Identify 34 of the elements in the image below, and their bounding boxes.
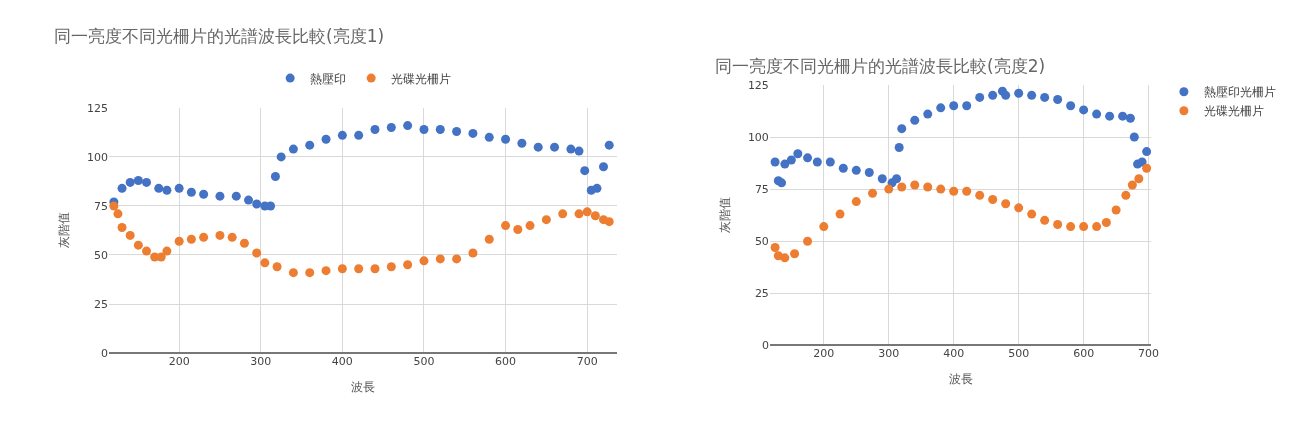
y-tick-label: 50 [93,248,108,262]
y-tick-label: 25 [93,297,108,311]
y-tick-label: 75 [754,182,769,196]
y-tick-label: 75 [93,199,108,213]
x-tick-label: 200 [813,347,835,361]
x-tick-label: 700 [576,355,598,369]
y-tick-label: 25 [754,287,769,301]
legend-label: 光碟光柵片 [1203,104,1264,119]
chart-title: 同一亮度不同光柵片的光譜波長比較(亮度2) [715,56,1046,76]
y-tick-label: 125 [747,78,769,92]
x-tick-label: 500 [1008,347,1030,361]
x-tick-label: 600 [495,355,517,369]
x-tick-label: 200 [168,355,190,369]
x-tick-label: 400 [943,347,965,361]
y-tick-label: 125 [86,101,108,115]
y-axis-title: 灰階值 [57,212,72,249]
legend-label: 熱壓印 [310,71,347,86]
x-axis-title: 波長 [948,372,973,387]
x-tick-label: 700 [1138,347,1160,361]
y-tick-label: 100 [86,150,108,164]
chart-title: 同一亮度不同光柵片的光譜波長比較(亮度1) [54,26,385,46]
x-tick-label: 500 [413,355,435,369]
x-axis-title: 波長 [351,379,376,394]
x-tick-label: 600 [1073,347,1095,361]
y-tick-label: 100 [747,130,769,144]
y-tick-label: 0 [761,339,769,353]
x-tick-label: 400 [331,355,353,369]
y-tick-label: 0 [100,346,108,360]
x-tick-label: 300 [878,347,900,361]
y-axis-title: 灰階值 [718,197,733,234]
legend-label: 光碟光柵片 [391,71,452,86]
y-tick-label: 50 [754,235,769,249]
legend-label: 熱壓印光柵片 [1203,85,1276,100]
x-tick-label: 300 [250,355,272,369]
